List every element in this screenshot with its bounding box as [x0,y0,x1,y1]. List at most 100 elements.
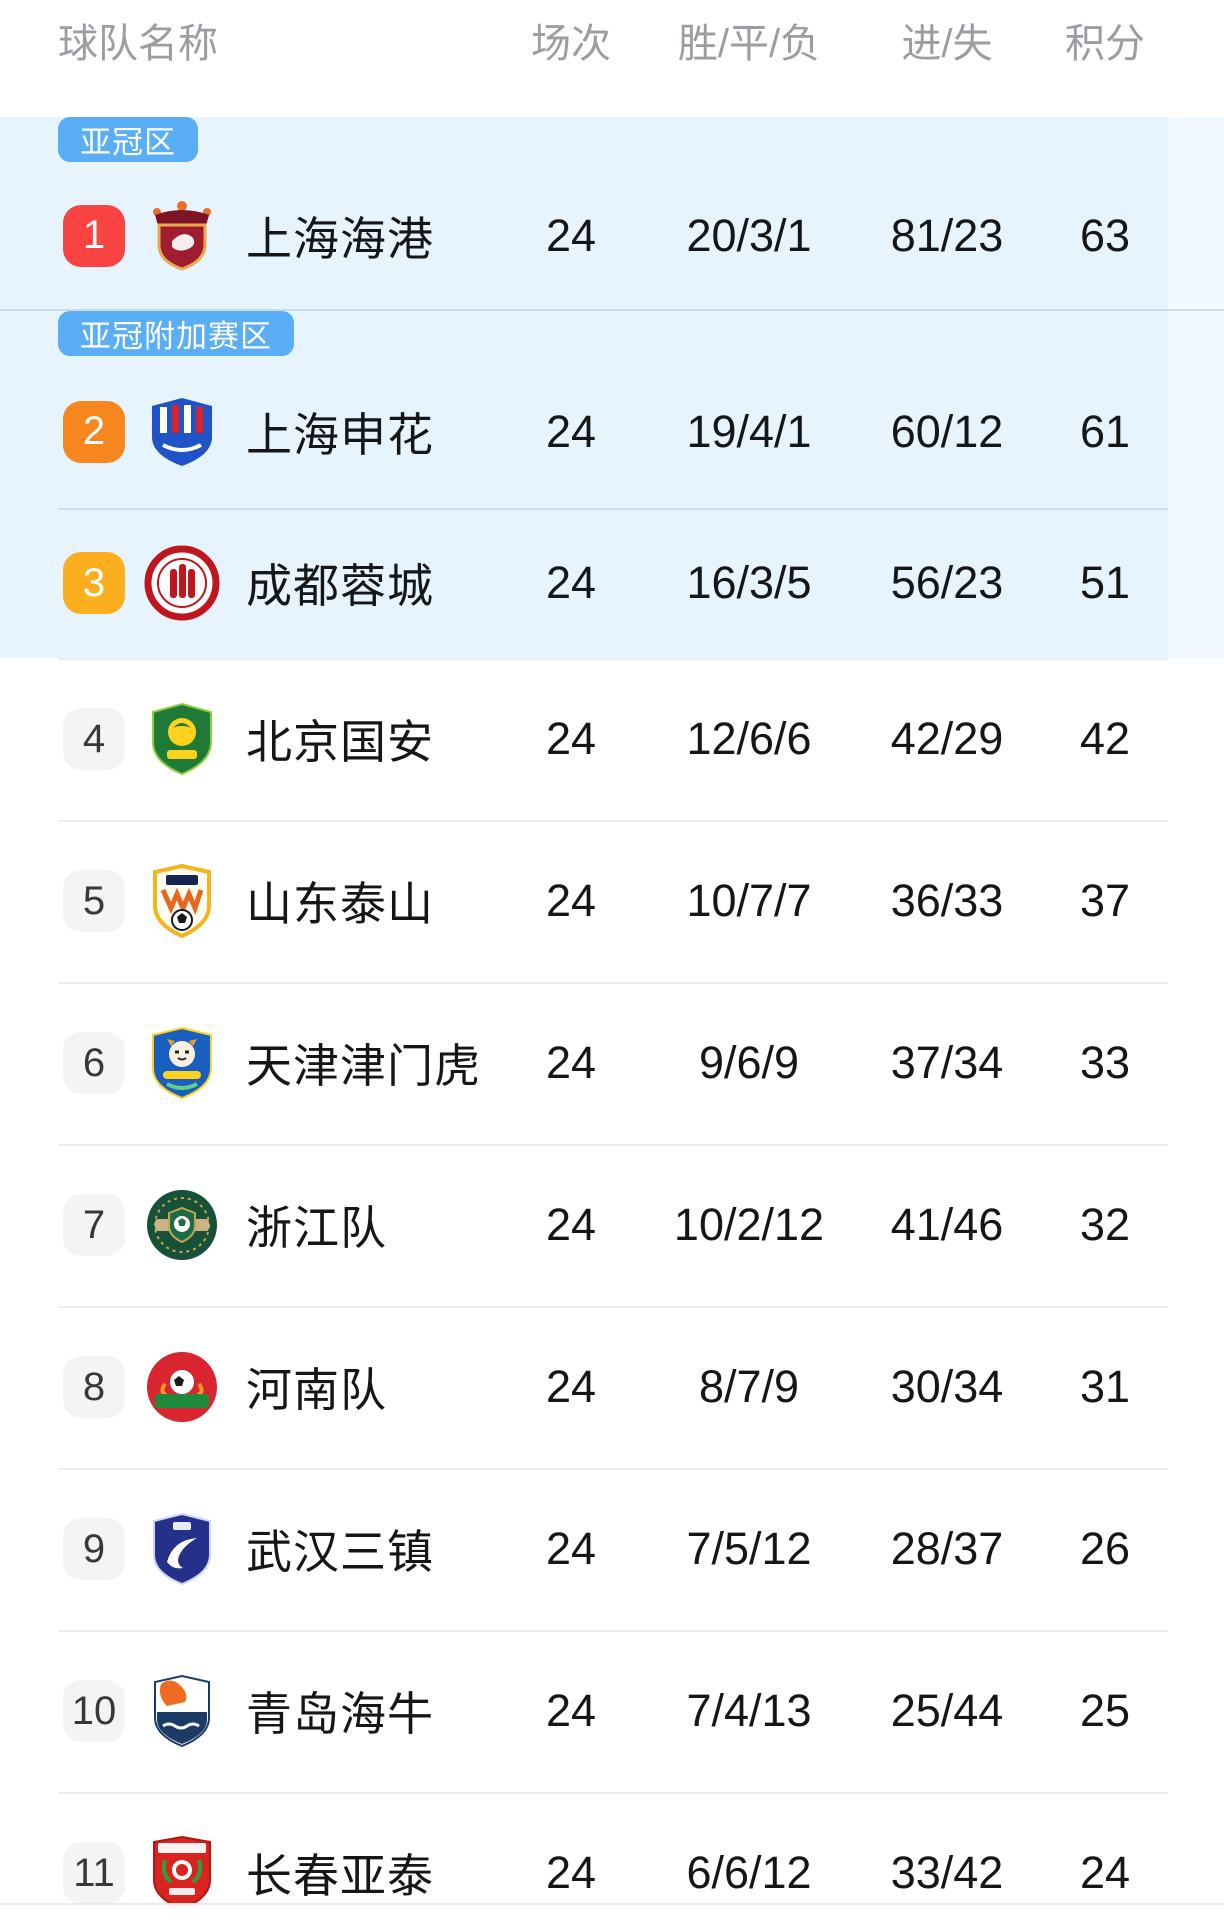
team-row-10[interactable]: 10 青岛海牛 24 7/4/13 25/44 25 [0,1630,1224,1792]
team-name: 北京国安 [246,716,434,768]
qingdao-hainiu-logo [143,1672,221,1750]
goals-for-against: 37/34 [890,1037,1004,1088]
team-row-1[interactable]: 1 上海海港 24 20/3/1 81/23 63 [0,162,1224,309]
rank-badge: 9 [63,1518,125,1580]
goals-for-against: 81/23 [890,209,1004,261]
points: 33 [1079,1037,1131,1088]
chengdu-rongcheng-logo [143,544,221,622]
win-draw-loss: 20/3/1 [686,209,812,261]
team-row-3[interactable]: 3 成都蓉城 24 16/3/5 56/23 51 [0,507,1224,660]
shanghai-port-logo [143,197,221,275]
goals-for-against: 25/44 [890,1685,1004,1736]
rank-badge: 8 [63,1356,125,1418]
henan-logo [143,1348,221,1426]
column-header-win-draw-loss: 胜/平/负 [677,22,821,66]
win-draw-loss: 19/4/1 [686,405,812,457]
acl-playoff-zone-section: 亚冠附加赛区 2 上海申花 24 19/4/1 60/12 61 3 成都蓉城 … [0,309,1224,658]
rank-badge: 6 [63,1032,125,1094]
tianjin-jinmen-tiger-logo [143,1024,221,1102]
matches-played: 24 [545,1361,597,1412]
column-header-points: 积分 [1065,22,1145,66]
team-name: 武汉三镇 [246,1526,434,1578]
team-row-11[interactable]: 11 长春亚泰 24 6/6/12 33/42 24 [0,1792,1224,1927]
win-draw-loss: 10/7/7 [686,875,812,926]
matches-played: 24 [545,1847,597,1898]
acl-zone-badge: 亚冠区 [58,117,198,162]
points: 42 [1079,713,1131,764]
goals-for-against: 30/34 [890,1361,1004,1412]
team-name: 青岛海牛 [246,1688,434,1740]
win-draw-loss: 12/6/6 [686,713,812,764]
matches-played: 24 [545,209,597,261]
goals-for-against: 60/12 [890,405,1004,457]
points: 25 [1079,1685,1131,1736]
matches-played: 24 [545,1199,597,1250]
bottom-cutoff-divider [0,1903,1224,1927]
rank-badge: 7 [63,1194,125,1256]
points: 24 [1079,1847,1131,1898]
goals-for-against: 33/42 [890,1847,1004,1898]
win-draw-loss: 7/5/12 [686,1523,812,1574]
rank-badge: 4 [63,708,125,770]
team-name: 成都蓉城 [246,560,434,613]
rank-badge: 2 [63,400,125,463]
acl-zone-section: 亚冠区 1 上海海港 24 20/3/1 81/23 63 [0,117,1224,309]
matches-played: 24 [545,405,597,457]
team-name: 长春亚泰 [246,1850,434,1902]
points: 61 [1079,405,1131,457]
team-row-5[interactable]: 5 山东泰山 24 10/7/7 36/33 37 [0,820,1224,982]
column-header-played: 场次 [531,22,611,66]
rank-badge: 10 [63,1680,125,1742]
matches-played: 24 [545,557,597,609]
column-header-team: 球队名称 [58,22,218,66]
shandong-taishan-logo [143,862,221,940]
team-name: 上海海港 [246,212,434,265]
matches-played: 24 [545,1523,597,1574]
win-draw-loss: 9/6/9 [698,1037,800,1088]
matches-played: 24 [545,1685,597,1736]
team-row-4[interactable]: 4 北京国安 24 12/6/6 42/29 42 [0,658,1224,820]
goals-for-against: 28/37 [890,1523,1004,1574]
acl-playoff-zone-badge: 亚冠附加赛区 [58,311,294,356]
matches-played: 24 [545,875,597,926]
win-draw-loss: 16/3/5 [686,557,812,609]
matches-played: 24 [545,713,597,764]
points: 63 [1079,209,1131,261]
rank-badge: 1 [63,204,125,267]
zhejiang-logo [143,1186,221,1264]
rank-badge: 11 [63,1842,125,1904]
points: 31 [1079,1361,1131,1412]
team-row-6[interactable]: 6 天津津门虎 24 9/6/9 37/34 33 [0,982,1224,1144]
matches-played: 24 [545,1037,597,1088]
team-row-7[interactable]: 7 浙江队 24 10/2/12 41/46 32 [0,1144,1224,1306]
points: 32 [1079,1199,1131,1250]
goals-for-against: 41/46 [890,1199,1004,1250]
team-row-9[interactable]: 9 武汉三镇 24 7/5/12 28/37 26 [0,1468,1224,1630]
team-row-2[interactable]: 2 上海申花 24 19/4/1 60/12 61 [0,356,1224,508]
team-name: 上海申花 [246,408,434,461]
team-name: 浙江队 [246,1202,387,1254]
points: 26 [1079,1523,1131,1574]
team-row-8[interactable]: 8 河南队 24 8/7/9 30/34 31 [0,1306,1224,1468]
shanghai-shenhua-logo [143,393,221,471]
goals-for-against: 36/33 [890,875,1004,926]
goals-for-against: 56/23 [890,557,1004,609]
standings-rows: 4 北京国安 24 12/6/6 42/29 42 5 山东泰山 24 10/7… [0,658,1224,1927]
points: 51 [1079,557,1131,609]
win-draw-loss: 8/7/9 [698,1361,800,1412]
table-header: 球队名称 场次 胜/平/负 进/失 积分 [0,0,1224,117]
win-draw-loss: 6/6/12 [686,1847,812,1898]
rank-badge: 5 [63,870,125,932]
column-header-goals: 进/失 [901,22,993,66]
team-name: 河南队 [246,1364,387,1416]
win-draw-loss: 7/4/13 [686,1685,812,1736]
win-draw-loss: 10/2/12 [673,1199,825,1250]
changchun-yatai-logo [143,1834,221,1912]
goals-for-against: 42/29 [890,713,1004,764]
team-name: 天津津门虎 [246,1040,481,1092]
wuhan-three-towns-logo [143,1510,221,1588]
beijing-guoan-logo [143,700,221,778]
team-name: 山东泰山 [246,878,434,930]
rank-badge: 3 [63,552,125,615]
